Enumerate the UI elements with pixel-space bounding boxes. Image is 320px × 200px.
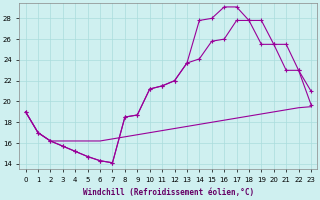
X-axis label: Windchill (Refroidissement éolien,°C): Windchill (Refroidissement éolien,°C) (83, 188, 254, 197)
